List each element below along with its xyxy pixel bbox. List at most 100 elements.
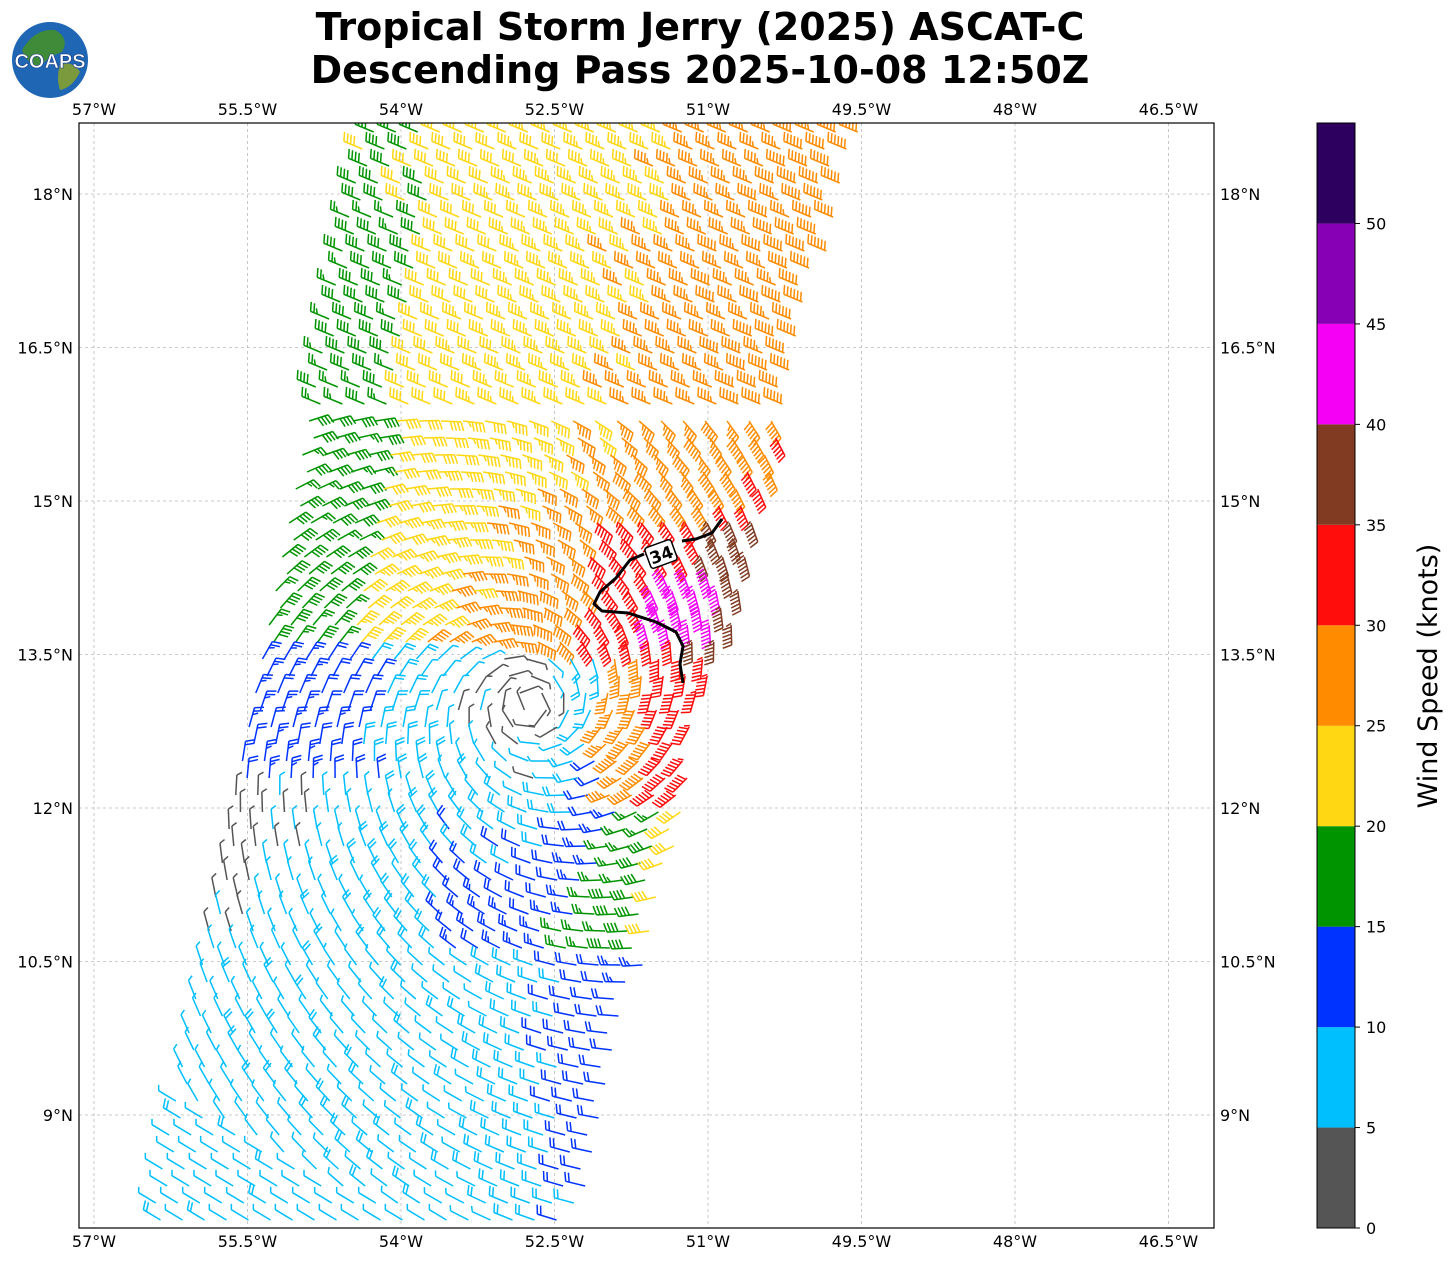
- wind-barb: [343, 284, 363, 303]
- colorbar-bin: [1317, 625, 1355, 726]
- wind-barb: [536, 267, 557, 286]
- wind-barb: [331, 301, 352, 320]
- wind-barb: [367, 233, 387, 252]
- wind-barb: [359, 530, 385, 541]
- colorbar-tick-label: 5: [1366, 1119, 1376, 1138]
- wind-barb: [519, 284, 539, 303]
- wind-barb: [794, 123, 815, 133]
- wind-barb: [681, 199, 702, 218]
- wind-barb: [528, 420, 549, 438]
- wind-barb: [404, 267, 425, 286]
- wind-barb: [456, 454, 480, 466]
- wind-barb: [741, 386, 761, 405]
- wind-barb: [618, 123, 639, 133]
- wind-barb: [301, 386, 321, 405]
- wind-barb: [362, 369, 383, 388]
- wind-barb: [769, 437, 786, 464]
- colorbar-tick-labels: 0 5 10 15 20 25 30 35 40 45 50: [1355, 214, 1386, 1238]
- wind-barb: [675, 233, 695, 252]
- wind-barb: [675, 386, 695, 405]
- wind-barb: [659, 352, 680, 371]
- wind-barb: [673, 284, 693, 303]
- wind-barb: [307, 352, 328, 371]
- wind-barb: [347, 148, 368, 167]
- wind-barb: [327, 250, 348, 269]
- wind-barb: [490, 318, 511, 337]
- wind-barb: [358, 165, 379, 184]
- wind-barb: [607, 131, 627, 150]
- wind-barb: [585, 505, 604, 527]
- wind-barb: [712, 267, 733, 286]
- wind-barb: [621, 437, 638, 460]
- wind-barb: [464, 123, 485, 133]
- wind-barb: [317, 480, 343, 490]
- wind-barb: [750, 488, 767, 515]
- wind-barb: [442, 123, 463, 133]
- wind-barb: [737, 182, 757, 201]
- wind-barb: [477, 233, 497, 252]
- wind-barb: [330, 415, 357, 427]
- wind-barb: [410, 501, 436, 513]
- wind-barb: [765, 335, 785, 354]
- wind-barb: [612, 471, 632, 494]
- wind-barb: [747, 352, 768, 371]
- wind-barb: [455, 233, 475, 252]
- wind-barb: [411, 386, 431, 405]
- wind-barb: [435, 148, 456, 167]
- wind-barb: [710, 318, 731, 337]
- wind-barb: [525, 250, 546, 269]
- wind-barb: [596, 123, 617, 133]
- wind-barb: [576, 216, 597, 235]
- wind-barb: [611, 148, 632, 167]
- wind-barb: [756, 267, 777, 286]
- wind-barb: [435, 335, 455, 354]
- wind-barb: [648, 369, 669, 388]
- wind-barb: [310, 512, 336, 524]
- wind-barb: [306, 463, 333, 476]
- wind-barb: [380, 318, 401, 337]
- wind-barb: [397, 418, 422, 430]
- wind-barb: [379, 434, 405, 446]
- wind-barb: [649, 182, 669, 201]
- wind-barb: [487, 522, 510, 535]
- wind-barb: [354, 514, 381, 527]
- wind-barb: [527, 352, 548, 371]
- wind-barb: [295, 479, 321, 490]
- wind-barb: [384, 369, 405, 388]
- wind-barb: [503, 250, 524, 269]
- wind-barb: [470, 267, 491, 286]
- wind-barb: [688, 318, 709, 337]
- wind-barb: [419, 301, 440, 320]
- wind-barb: [432, 503, 457, 514]
- wind-barb: [365, 284, 385, 303]
- wind-barb: [728, 123, 749, 133]
- wind-barb: [733, 505, 750, 532]
- wind-barb: [336, 165, 357, 184]
- wind-barb: [732, 165, 753, 184]
- wind-barb: [577, 437, 596, 458]
- wind-barb: [367, 386, 387, 405]
- wind-barb: [706, 123, 727, 133]
- wind-barb: [789, 250, 810, 269]
- wind-barb: [771, 301, 792, 320]
- wind-barb: [369, 148, 390, 167]
- wind-barb: [642, 216, 663, 235]
- wind-barb: [461, 471, 485, 483]
- wind-barb: [549, 352, 570, 371]
- wind-barb: [587, 233, 607, 252]
- wind-barb: [373, 352, 394, 371]
- wind-barb: [378, 216, 399, 235]
- wind-barb: [335, 431, 361, 444]
- wind-barb: [736, 369, 757, 388]
- wind-barb: [498, 505, 521, 520]
- wind-barb: [371, 250, 392, 269]
- wind-barb: [809, 148, 830, 167]
- wind-barb: [439, 352, 460, 371]
- wind-barb: [534, 165, 555, 184]
- wind-barb: [594, 420, 613, 442]
- wind-barb: [752, 216, 773, 235]
- wind-barb: [394, 467, 420, 480]
- wind-barb: [611, 335, 631, 354]
- wind-barb: [409, 284, 429, 303]
- wind-barb: [805, 131, 825, 150]
